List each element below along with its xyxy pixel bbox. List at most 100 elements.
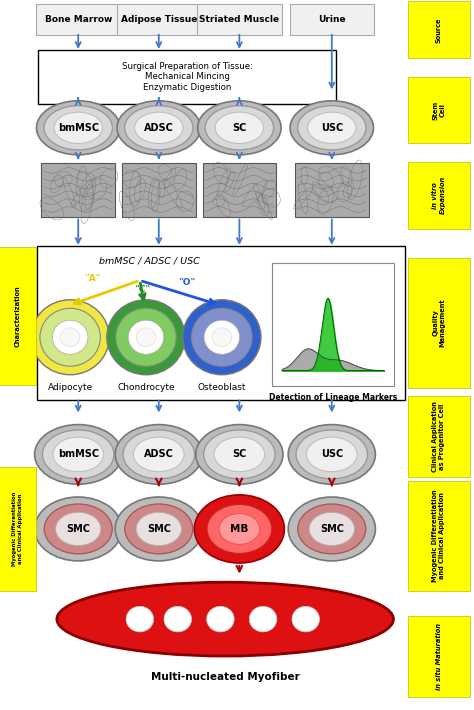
Ellipse shape	[207, 606, 234, 632]
FancyBboxPatch shape	[290, 4, 374, 35]
Ellipse shape	[191, 308, 252, 366]
Ellipse shape	[117, 101, 201, 155]
Ellipse shape	[125, 106, 193, 150]
Ellipse shape	[194, 495, 284, 563]
Ellipse shape	[307, 437, 357, 471]
Ellipse shape	[135, 112, 183, 143]
FancyBboxPatch shape	[117, 4, 201, 35]
Ellipse shape	[43, 430, 114, 479]
Ellipse shape	[183, 300, 261, 375]
Text: Characterization: Characterization	[15, 285, 21, 346]
FancyBboxPatch shape	[36, 4, 120, 35]
Ellipse shape	[212, 328, 232, 346]
Ellipse shape	[288, 497, 375, 561]
Ellipse shape	[44, 106, 112, 150]
Text: Adipose Tissue: Adipose Tissue	[120, 15, 197, 23]
Ellipse shape	[215, 112, 264, 143]
Text: USC: USC	[321, 123, 343, 133]
Ellipse shape	[219, 513, 260, 545]
Ellipse shape	[107, 300, 185, 375]
Text: ADSC: ADSC	[144, 123, 174, 133]
Text: USC: USC	[321, 449, 343, 459]
Ellipse shape	[204, 430, 275, 479]
Ellipse shape	[290, 101, 374, 155]
Ellipse shape	[298, 504, 366, 554]
FancyBboxPatch shape	[37, 246, 405, 400]
Text: Bone Marrow: Bone Marrow	[45, 15, 112, 23]
Text: ADSC: ADSC	[144, 449, 174, 459]
Ellipse shape	[60, 328, 80, 346]
Ellipse shape	[309, 513, 355, 545]
FancyBboxPatch shape	[42, 163, 115, 217]
Text: "C": "C"	[134, 285, 150, 294]
FancyBboxPatch shape	[0, 247, 36, 385]
Ellipse shape	[204, 320, 240, 354]
Text: Quality
Management: Quality Management	[432, 299, 446, 347]
Text: "A": "A"	[84, 274, 100, 283]
Text: "O": "O"	[179, 278, 196, 287]
Ellipse shape	[53, 437, 103, 471]
Text: SC: SC	[232, 449, 246, 459]
Text: Multi-nucleated Myofiber: Multi-nucleated Myofiber	[151, 672, 300, 682]
Text: in situ Maturation: in situ Maturation	[436, 623, 442, 690]
Ellipse shape	[296, 430, 367, 479]
Ellipse shape	[207, 504, 272, 554]
Text: SMC: SMC	[147, 524, 171, 534]
FancyBboxPatch shape	[408, 396, 470, 477]
FancyBboxPatch shape	[197, 4, 282, 35]
Ellipse shape	[115, 425, 202, 484]
Text: Osteoblast: Osteoblast	[198, 383, 246, 392]
FancyBboxPatch shape	[38, 50, 336, 104]
Text: Myogenic Differentiation
and Clinical Application: Myogenic Differentiation and Clinical Ap…	[432, 490, 446, 582]
Ellipse shape	[54, 112, 102, 143]
Ellipse shape	[44, 504, 112, 554]
Ellipse shape	[308, 112, 356, 143]
Ellipse shape	[35, 497, 122, 561]
Ellipse shape	[214, 437, 264, 471]
Text: MB: MB	[230, 524, 248, 534]
Text: Urine: Urine	[318, 15, 346, 23]
Ellipse shape	[40, 308, 100, 366]
Text: Chondrocyte: Chondrocyte	[117, 383, 175, 392]
Ellipse shape	[136, 513, 182, 545]
Text: bmMSC: bmMSC	[58, 449, 99, 459]
FancyBboxPatch shape	[122, 163, 195, 217]
Ellipse shape	[116, 308, 176, 366]
Text: Surgical Preparation of Tissue:
Mechanical Mincing
Enzymatic Digestion: Surgical Preparation of Tissue: Mechanic…	[122, 62, 253, 92]
Text: Detection of Lineage Markers: Detection of Lineage Markers	[269, 393, 397, 403]
Ellipse shape	[134, 437, 184, 471]
FancyBboxPatch shape	[408, 162, 470, 229]
Ellipse shape	[298, 106, 366, 150]
Text: bmMSC / ADSC / USC: bmMSC / ADSC / USC	[99, 257, 200, 266]
Ellipse shape	[36, 101, 120, 155]
Ellipse shape	[55, 513, 101, 545]
FancyBboxPatch shape	[408, 258, 470, 388]
Ellipse shape	[35, 425, 122, 484]
FancyBboxPatch shape	[295, 163, 368, 217]
FancyBboxPatch shape	[408, 77, 470, 143]
Text: in vitro
Expansion: in vitro Expansion	[432, 176, 446, 214]
FancyBboxPatch shape	[408, 616, 470, 697]
Text: bmMSC: bmMSC	[58, 123, 99, 133]
Ellipse shape	[57, 582, 393, 656]
FancyBboxPatch shape	[408, 481, 470, 591]
Text: SMC: SMC	[66, 524, 90, 534]
Ellipse shape	[31, 300, 109, 375]
Text: SC: SC	[232, 123, 246, 133]
Ellipse shape	[288, 425, 375, 484]
Ellipse shape	[115, 497, 202, 561]
Ellipse shape	[128, 320, 164, 354]
Text: Source: Source	[436, 17, 442, 43]
Ellipse shape	[198, 101, 281, 155]
Ellipse shape	[249, 606, 277, 632]
Ellipse shape	[125, 504, 193, 554]
Ellipse shape	[136, 328, 156, 346]
Text: Clinical Application
as Progenitor Cell: Clinical Application as Progenitor Cell	[432, 401, 446, 472]
FancyBboxPatch shape	[202, 163, 276, 217]
FancyBboxPatch shape	[0, 467, 36, 591]
Text: Adipocyte: Adipocyte	[47, 383, 93, 392]
Text: SMC: SMC	[320, 524, 344, 534]
Ellipse shape	[164, 606, 191, 632]
Ellipse shape	[52, 320, 88, 354]
Text: Stem
Cell: Stem Cell	[432, 100, 446, 120]
